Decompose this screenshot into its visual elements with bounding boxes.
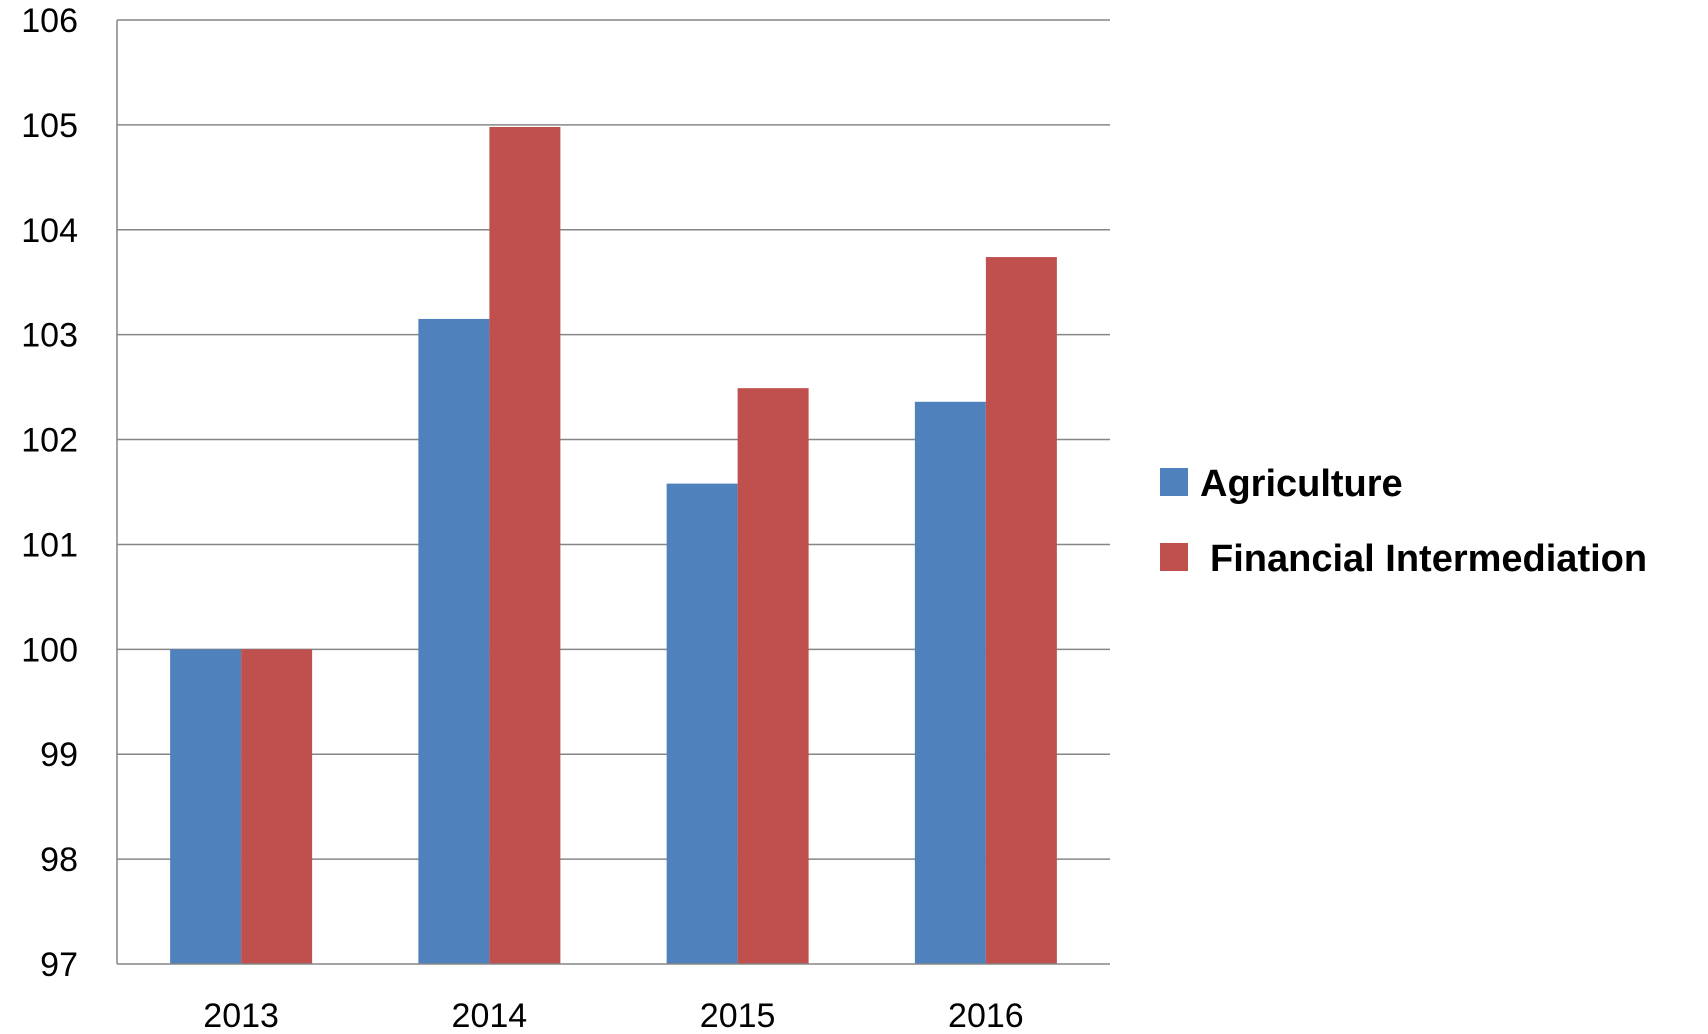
x-tick-label: 2015 (700, 997, 776, 1034)
bar-financial-intermediation-2016 (985, 257, 1057, 964)
x-tick-label: 2014 (452, 997, 528, 1034)
y-tick-label: 105 (21, 107, 78, 145)
y-axis-tick-labels: 97 98 99 100 101 102 103 104 105 106 (21, 2, 78, 984)
y-tick-label: 103 (21, 317, 78, 355)
bar-agriculture-2013 (170, 649, 242, 964)
y-tick-label: 98 (40, 841, 78, 879)
x-tick-label: 2016 (948, 997, 1024, 1034)
legend-label-financial-intermediation: Financial Intermediation (1210, 538, 1647, 580)
legend-swatch-financial-intermediation (1160, 543, 1188, 571)
y-tick-label: 99 (40, 736, 78, 774)
x-axis-tick-labels: 2013 2014 2015 2016 (203, 997, 1023, 1034)
axes (116, 20, 1110, 965)
y-tick-label: 106 (21, 2, 78, 40)
y-tick-label: 101 (21, 526, 78, 564)
x-tick-label: 2013 (203, 997, 279, 1034)
bar-agriculture-2016 (914, 401, 986, 965)
legend-label-agriculture: Agriculture (1200, 463, 1403, 505)
bar-financial-intermediation-2015 (737, 388, 809, 964)
bar-agriculture-2015 (666, 483, 738, 964)
bar-financial-intermediation-2013 (241, 649, 313, 964)
bar-agriculture-2014 (418, 318, 490, 964)
legend-swatch-agriculture (1160, 468, 1188, 496)
y-tick-label: 104 (21, 212, 78, 250)
bar-financial-intermediation-2014 (489, 126, 561, 964)
legend: Agriculture Financial Intermediation (1160, 463, 1647, 580)
y-tick-label: 102 (21, 422, 78, 460)
bars (170, 126, 1057, 965)
y-tick-label: 97 (40, 946, 78, 984)
y-tick-label: 100 (21, 631, 78, 669)
